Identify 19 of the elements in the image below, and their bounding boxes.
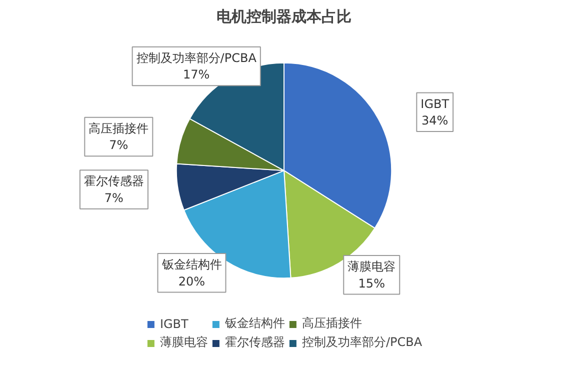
slice-label: 钣金结构件 [160, 257, 222, 272]
data-label: 20% [178, 274, 206, 288]
slice-label: 控制及功率部分/PCBA [136, 50, 258, 65]
legend-label: 霍尔传感器 [224, 334, 285, 351]
legend-label: 控制及功率部分/PCBA [302, 334, 422, 351]
chart-title: 电机控制器成本占比 [216, 8, 352, 26]
legend-label: IGBT [160, 316, 188, 330]
slice-label: 霍尔传感器 [84, 174, 144, 188]
legend-label: 薄膜电容 [160, 334, 208, 351]
legend-label: 高压插接件 [302, 315, 362, 332]
data-label: 17% [183, 68, 210, 82]
slice-label: 薄膜电容 [348, 259, 396, 274]
data-label: 15% [358, 276, 385, 290]
slice-label: 高压插接件 [88, 121, 149, 136]
data-label: 7% [104, 190, 124, 205]
slice-label: IGBT [420, 96, 450, 111]
legend-label: 钣金结构件 [224, 315, 285, 332]
data-label: 34% [422, 114, 448, 128]
data-label: 7% [109, 138, 128, 152]
